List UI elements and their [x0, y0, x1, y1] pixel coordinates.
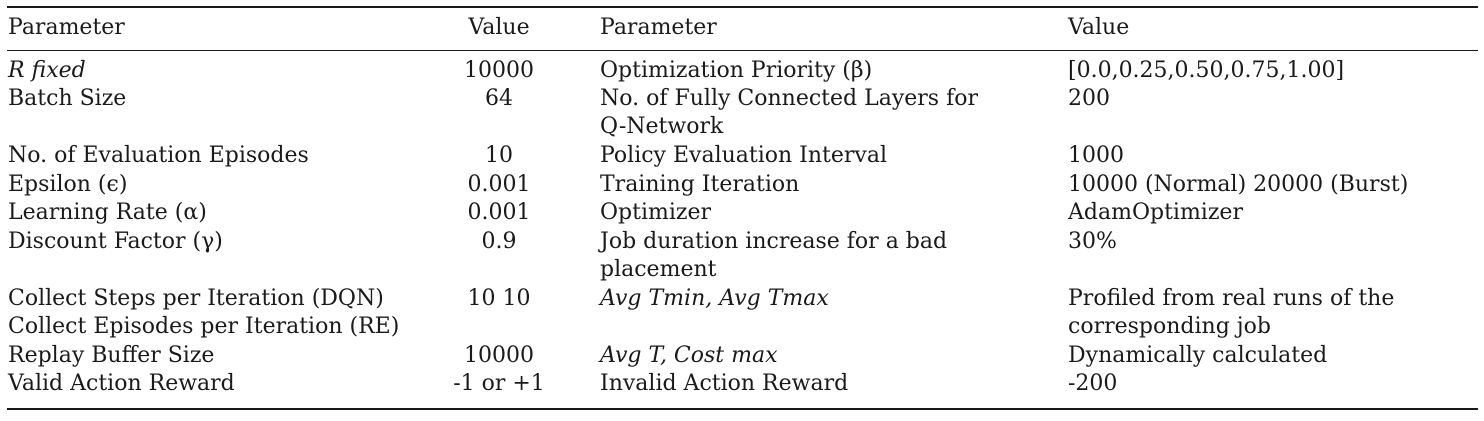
table-row-7-parameter-2: Avg T, Cost max — [600, 343, 778, 368]
table-row-5-parameter: Discount Factor (γ) — [8, 229, 223, 254]
table-row-2-value: 10 — [485, 143, 513, 168]
table-top-rule — [7, 6, 1478, 8]
table-row-1-value: 64 — [485, 86, 513, 111]
table-row-8-value-2: -200 — [1068, 371, 1118, 396]
table-row-7-value-2: Dynamically calculated — [1068, 343, 1328, 368]
table-row-6-value-2: Profiled from real runs of the — [1068, 286, 1395, 311]
table-row-6-parameter-2: Avg Tmin, Avg Tmax — [600, 286, 829, 311]
table-row-8-value: -1 or +1 — [453, 371, 545, 396]
table-row-2-parameter-2: Policy Evaluation Interval — [600, 143, 887, 168]
table-row-4-parameter-2: Optimizer — [600, 200, 712, 225]
table-row-3-parameter: Epsilon (ϵ) — [8, 172, 128, 197]
table-row-5-parameter-2-cont: placement — [600, 257, 717, 282]
table-row-4-value-2: AdamOptimizer — [1068, 200, 1243, 225]
table-row-4-value: 0.001 — [467, 200, 531, 225]
table-row-1-parameter: Batch Size — [8, 86, 127, 111]
table-row-1-parameter-2: No. of Fully Connected Layers for — [600, 86, 978, 111]
header-parameter-2: Parameter — [600, 15, 717, 40]
table-row-0-value-2: [0.0,0.25,0.50,0.75,1.00] — [1068, 58, 1345, 83]
header-value-1: Value — [468, 15, 530, 40]
table-row-5-value-2: 30% — [1068, 229, 1117, 254]
header-parameter-1: Parameter — [8, 15, 125, 40]
table-bottom-rule — [7, 408, 1478, 410]
table-row-5-value: 0.9 — [481, 229, 517, 254]
table-row-6-value: 10 10 — [467, 286, 531, 311]
table-row-7-parameter: Replay Buffer Size — [8, 343, 215, 368]
table-header-rule — [7, 50, 1478, 51]
table-row-3-value: 0.001 — [467, 172, 531, 197]
table-row-6-parameter: Collect Steps per Iteration (DQN) — [8, 286, 384, 311]
table-row-2-parameter: No. of Evaluation Episodes — [8, 143, 309, 168]
table-row-3-parameter-2: Training Iteration — [600, 172, 800, 197]
table-row-1-value-2: 200 — [1068, 86, 1110, 111]
table-row-6-parameter-cont: Collect Episodes per Iteration (RE) — [8, 314, 400, 339]
table-row-8-parameter-2: Invalid Action Reward — [600, 371, 849, 396]
table-row-0-parameter: R fixed — [8, 58, 86, 83]
table-row-0-value: 10000 — [464, 58, 534, 83]
table-row-8-parameter: Valid Action Reward — [8, 371, 235, 396]
table-row-7-value: 10000 — [464, 343, 534, 368]
table-row-2-value-2: 1000 — [1068, 143, 1124, 168]
table-row-4-parameter: Learning Rate (α) — [8, 200, 207, 225]
header-value-2: Value — [1068, 15, 1130, 40]
table-row-0-parameter-2: Optimization Priority (β) — [600, 58, 873, 83]
table-row-5-parameter-2: Job duration increase for a bad — [600, 229, 948, 254]
table-row-3-value-2: 10000 (Normal) 20000 (Burst) — [1068, 172, 1409, 197]
table-row-6-value-2-cont: corresponding job — [1068, 314, 1271, 339]
table-row-1-parameter-2-cont: Q-Network — [600, 114, 724, 139]
